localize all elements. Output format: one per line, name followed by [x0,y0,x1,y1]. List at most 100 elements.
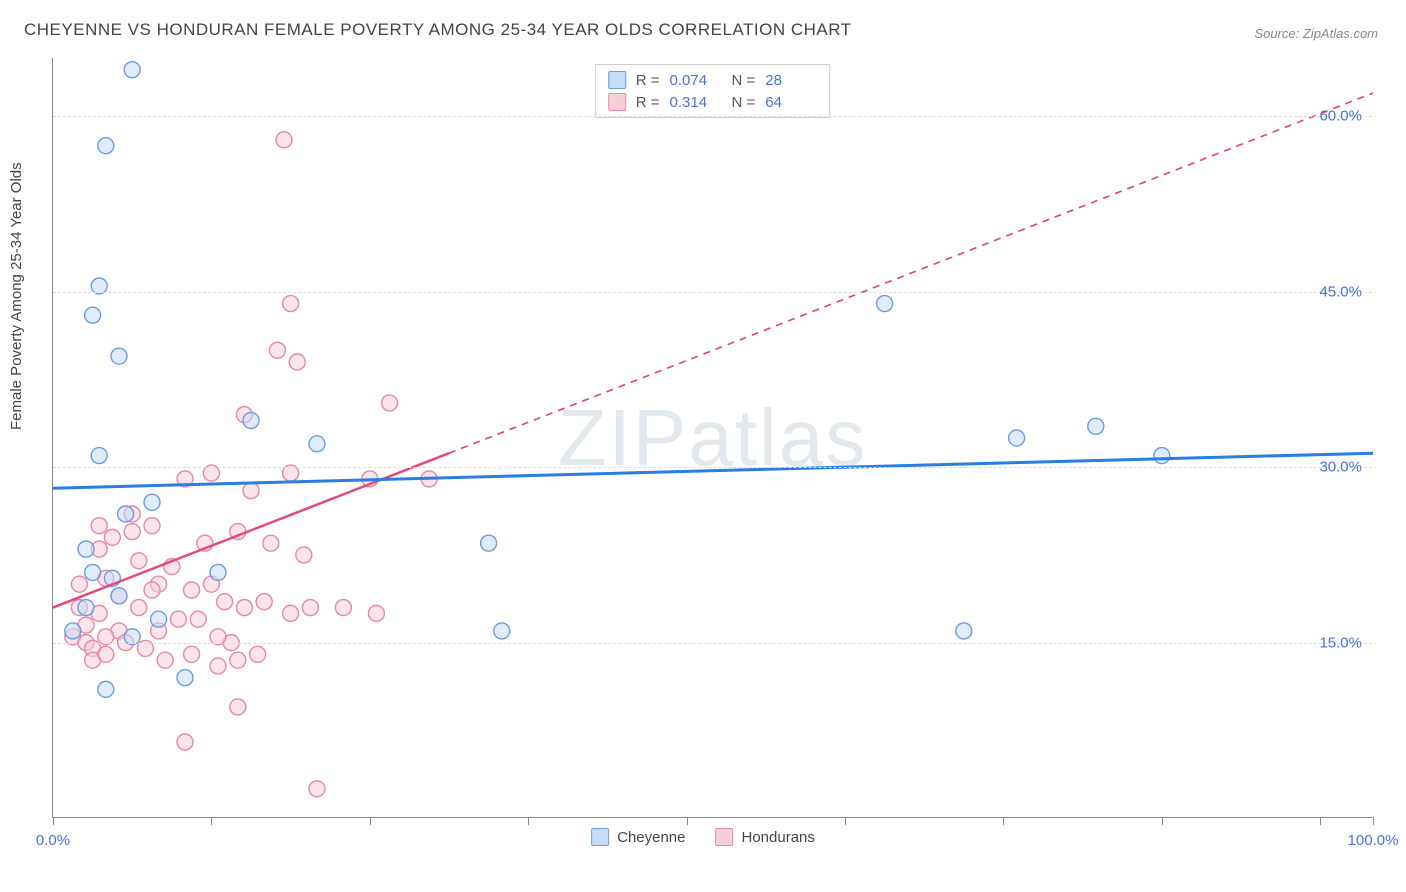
data-point [190,611,206,627]
data-point [335,600,351,616]
x-tick [1162,817,1163,825]
data-point [151,611,167,627]
data-point [1154,448,1170,464]
legend-series: Cheyenne Hondurans [591,828,815,846]
data-point [309,436,325,452]
data-point [210,564,226,580]
legend-swatch [716,828,734,846]
data-point [131,553,147,569]
data-point [276,132,292,148]
data-point [124,62,140,78]
data-point [78,600,94,616]
x-tick [1373,817,1374,825]
legend-n-label: N = [732,94,756,111]
x-tick [53,817,54,825]
legend-r-value: 0.314 [670,94,722,111]
data-point [78,541,94,557]
data-point [269,342,285,358]
data-point [283,296,299,312]
data-point [230,699,246,715]
data-point [131,600,147,616]
data-point [144,494,160,510]
data-point [98,138,114,154]
data-point [111,588,127,604]
data-point [157,652,173,668]
gridline-h [53,643,1372,644]
legend-swatch [608,93,626,111]
trend-line [53,453,1373,488]
data-point [184,646,200,662]
legend-series-label: Cheyenne [617,829,685,846]
data-point [289,354,305,370]
legend-swatch [608,71,626,89]
data-point [85,307,101,323]
data-point [217,594,233,610]
legend-n-label: N = [732,72,756,89]
data-point [65,623,81,639]
data-point [91,448,107,464]
source-label: Source: ZipAtlas.com [1254,26,1378,41]
data-point [124,524,140,540]
data-point [104,529,120,545]
data-point [170,611,186,627]
legend-r-label: R = [636,72,660,89]
data-point [144,518,160,534]
x-tick [370,817,371,825]
legend-series-item: Hondurans [716,828,815,846]
data-point [1009,430,1025,446]
gridline-h [53,116,1372,117]
legend-series-item: Cheyenne [591,828,685,846]
data-point [230,652,246,668]
gridline-h [53,467,1372,468]
legend-r-value: 0.074 [670,72,722,89]
data-point [85,564,101,580]
y-tick-label: 60.0% [1319,108,1362,125]
legend-r-label: R = [636,94,660,111]
legend-stats-row: R =0.074N =28 [608,69,818,91]
data-point [177,670,193,686]
data-point [111,348,127,364]
data-point [71,576,87,592]
x-tick [687,817,688,825]
x-tick [845,817,846,825]
plot-area: ZIPatlas R =0.074N =28R =0.314N =64 15.0… [52,58,1372,818]
data-point [250,646,266,662]
legend-n-value: 64 [765,94,817,111]
x-tick [528,817,529,825]
data-point [210,658,226,674]
data-point [256,594,272,610]
data-point [302,600,318,616]
x-tick-label: 100.0% [1348,832,1399,849]
y-tick-label: 30.0% [1319,459,1362,476]
data-point [368,605,384,621]
chart-title: CHEYENNE VS HONDURAN FEMALE POVERTY AMON… [24,20,852,40]
data-point [494,623,510,639]
legend-series-label: Hondurans [742,829,815,846]
y-tick-label: 15.0% [1319,634,1362,651]
data-point [1088,418,1104,434]
data-point [382,395,398,411]
data-point [91,518,107,534]
y-tick-label: 45.0% [1319,283,1362,300]
data-point [481,535,497,551]
legend-stats: R =0.074N =28R =0.314N =64 [595,64,831,118]
data-point [243,483,259,499]
plot-svg [53,58,1372,817]
data-point [98,681,114,697]
gridline-h [53,292,1372,293]
data-point [956,623,972,639]
data-point [98,646,114,662]
data-point [263,535,279,551]
data-point [877,296,893,312]
legend-swatch [591,828,609,846]
data-point [243,412,259,428]
x-tick-label: 0.0% [36,832,70,849]
data-point [283,605,299,621]
x-tick [211,817,212,825]
data-point [177,734,193,750]
trend-line-extrapolated [449,93,1373,453]
data-point [144,582,160,598]
data-point [296,547,312,563]
data-point [309,781,325,797]
x-tick [1320,817,1321,825]
